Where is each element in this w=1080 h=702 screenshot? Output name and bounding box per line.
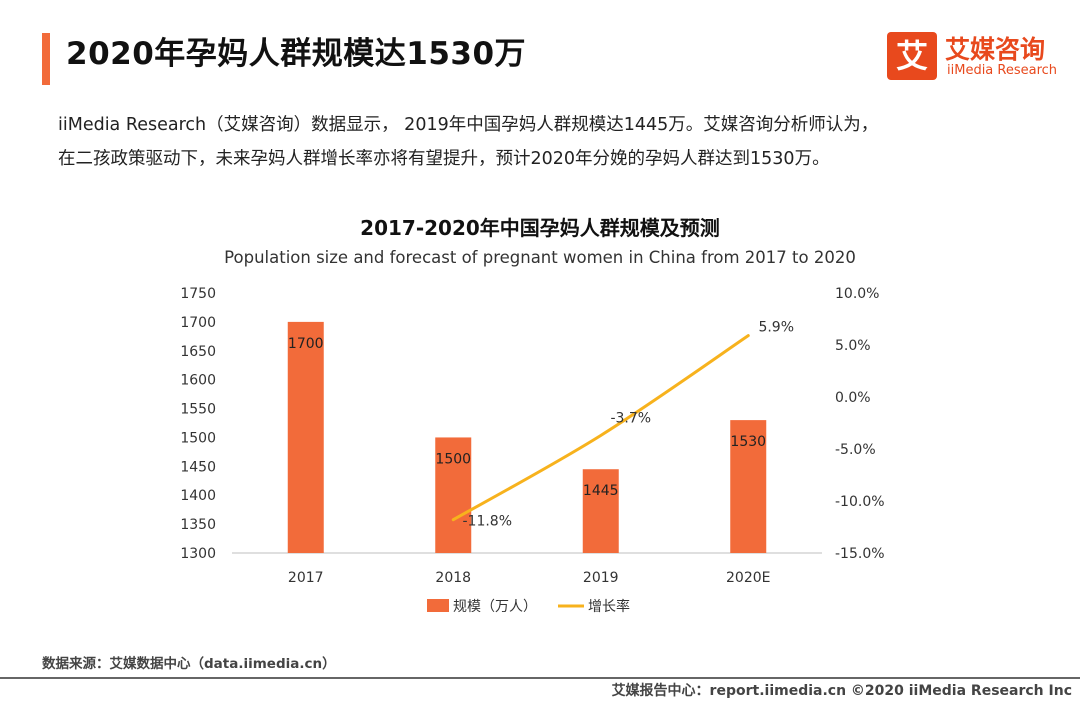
intro-line-1: iiMedia Research（艾媒咨询）数据显示， 2019年中国孕妈人群规…	[58, 115, 879, 135]
legend-label-bar: 规模（万人）	[453, 599, 537, 615]
bar-2020E	[730, 420, 767, 553]
x-tick-label: 2019	[583, 570, 619, 586]
y-right-tick-label: -10.0%	[835, 494, 885, 510]
intro-line-2: 在二孩政策驱动下，未来孕妈人群增长率亦将有望提升，预计2020年分娩的孕妈人群达…	[58, 149, 830, 169]
bar-2019	[582, 469, 619, 553]
y-left-tick-label: 1300	[180, 546, 216, 562]
growth-rate-label: -11.8%	[462, 514, 512, 530]
logo-chinese-name: 艾媒咨询	[945, 35, 1046, 64]
title-accent-bar	[42, 33, 50, 85]
x-tick-label: 2017	[288, 570, 324, 586]
y-left-tick-label: 1500	[180, 430, 216, 446]
bar-2017	[287, 321, 324, 553]
logo-mark-icon: 艾	[887, 32, 937, 80]
growth-rate-line	[451, 334, 750, 522]
growth-rate-label: 5.9%	[758, 320, 794, 336]
y-right-tick-label: 5.0%	[835, 338, 871, 354]
footer-divider	[0, 677, 1080, 679]
brand-logo: 艾 艾媒咨询 iiMedia Research	[887, 30, 1067, 82]
bar-value-label: 1700	[288, 336, 324, 352]
y-left-tick-label: 1350	[180, 517, 216, 533]
logo-english-name: iiMedia Research	[947, 63, 1058, 78]
intro-paragraph: iiMedia Research（艾媒咨询）数据显示， 2019年中国孕妈人群规…	[58, 108, 1058, 176]
y-right-tick-label: -5.0%	[835, 442, 876, 458]
growth-rate-label: -3.7%	[610, 410, 651, 426]
bar-value-label: 1530	[730, 434, 766, 450]
x-tick-label: 2020E	[726, 570, 770, 586]
y-right-tick-label: 10.0%	[835, 286, 879, 302]
y-right-tick-label: -15.0%	[835, 546, 885, 562]
chart-subtitle: Population size and forecast of pregnant…	[224, 248, 856, 267]
chart-title: 2017-2020年中国孕妈人群规模及预测	[360, 216, 720, 240]
bar-value-label: 1500	[435, 451, 471, 467]
y-left-tick-label: 1650	[180, 344, 216, 360]
y-left-tick-label: 1600	[180, 373, 216, 389]
y-left-tick-label: 1400	[180, 488, 216, 504]
y-left-tick-label: 1550	[180, 402, 216, 418]
page-title: 2020年孕妈人群规模达1530万	[66, 36, 527, 72]
legend-swatch-bar	[427, 599, 449, 612]
legend-label-line: 增长率	[588, 598, 630, 615]
y-left-tick-label: 1700	[180, 315, 216, 331]
bar-2018	[435, 437, 472, 553]
y-left-tick-label: 1750	[180, 286, 216, 302]
y-left-tick-label: 1450	[180, 459, 216, 475]
x-tick-label: 2018	[435, 570, 471, 586]
data-source: 数据来源：艾媒数据中心（data.iimedia.cn）	[42, 656, 336, 672]
bar-value-label: 1445	[583, 483, 619, 499]
y-right-tick-label: 0.0%	[835, 390, 871, 406]
footer-copyright: 艾媒报告中心：report.iimedia.cn ©2020 iiMedia R…	[611, 683, 1072, 699]
